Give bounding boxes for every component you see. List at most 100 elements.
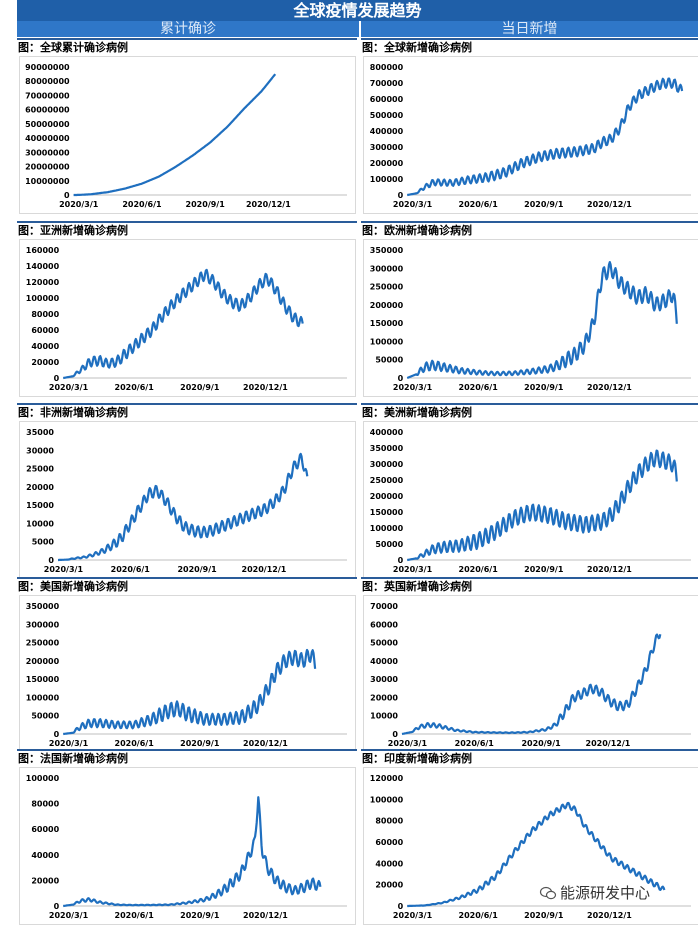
x-tick-label: 2020/12/1 [586, 739, 631, 748]
x-tick-label: 2020/6/1 [122, 200, 162, 209]
y-tick-label: 20000 [370, 693, 398, 702]
y-tick-label: 250000 [370, 283, 404, 292]
y-tick-label: 30000 [370, 675, 398, 684]
y-tick-label: 70000 [370, 602, 398, 611]
chart-title: 图：美洲新增确诊病例 [362, 406, 472, 419]
y-tick-label: 150000 [370, 508, 404, 517]
x-tick-label: 2020/3/1 [49, 383, 89, 392]
y-tick-label: 200000 [370, 492, 404, 501]
y-tick-label: 40000 [31, 342, 59, 351]
y-tick-label: 0 [398, 902, 404, 911]
plot-area: 0 100000 200000 300000 400000 500000 600000 700… [363, 56, 698, 214]
y-tick-label: 0 [398, 191, 404, 200]
x-tick-label: 2020/9/1 [524, 565, 564, 574]
x-tick-label: 2020/6/1 [459, 565, 499, 574]
y-tick-label: 30000000 [25, 148, 70, 157]
chart-c3: 图：亚洲新增确诊病例 0 20000 40000 60000 80000 100000 120… [17, 221, 357, 397]
y-tick-label: 140000 [26, 262, 60, 271]
x-tick-label: 2020/12/1 [587, 911, 632, 920]
x-tick-label: 2020/9/1 [177, 565, 217, 574]
x-tick-label: 2020/12/1 [587, 383, 632, 392]
y-tick-label: 0 [398, 374, 404, 383]
chart-c5: 图：非洲新增确诊病例 0 5000 10000 15000 20000 25000 30000… [17, 403, 357, 579]
y-tick-label: 350000 [370, 444, 404, 453]
y-tick-label: 700000 [370, 79, 404, 88]
column-header-cumulative: 累计确诊 [17, 21, 359, 37]
y-tick-label: 200000 [26, 657, 60, 666]
x-tick-label: 2020/3/1 [393, 200, 433, 209]
y-tick-label: 25000 [26, 465, 54, 474]
y-tick-label: 20000 [26, 483, 54, 492]
y-tick-label: 120000 [370, 774, 404, 783]
y-tick-label: 50000 [370, 639, 398, 648]
y-tick-label: 300000 [370, 264, 404, 273]
y-tick-label: 0 [54, 374, 60, 383]
series-line [73, 73, 277, 197]
chart-title: 图：非洲新增确诊病例 [18, 406, 128, 419]
y-tick-label: 15000 [26, 501, 54, 510]
chart-c1: 图：全球累计确诊病例 0 10000000 20000000 30000000 40000… [17, 38, 357, 214]
plot-area: 0 10000 20000 30000 40000 50000 60000 70000 2020… [363, 595, 698, 753]
plot-area: 0 20000 40000 60000 80000 100000 120000 2020/3/… [363, 767, 698, 925]
y-tick-label: 50000 [375, 356, 403, 365]
y-tick-label: 0 [398, 556, 404, 565]
column-header-daily: 当日新增 [361, 21, 698, 37]
chart-c6: 图：美洲新增确诊病例 0 50000 100000 150000 200000 250000… [361, 403, 698, 579]
series-line [62, 268, 304, 380]
chart-svg: 0 10000000 20000000 30000000 40000000 5000000… [25, 63, 347, 209]
chart-svg: 0 20000 40000 60000 80000 100000 120000 2020/3/… [370, 774, 691, 920]
y-tick-label: 90000000 [25, 63, 70, 72]
x-tick-label: 2020/9/1 [180, 911, 220, 920]
chart-c7: 图：美国新增确诊病例 0 50000 100000 150000 200000 250000… [17, 577, 357, 753]
y-tick-label: 50000 [31, 712, 59, 721]
y-tick-label: 100000 [26, 774, 60, 783]
y-tick-label: 250000 [370, 476, 404, 485]
chart-svg: 0 100000 200000 300000 400000 500000 600000 700… [370, 63, 691, 209]
x-tick-label: 2020/12/1 [243, 383, 288, 392]
y-tick-label: 350000 [370, 246, 404, 255]
plot-area: 0 20000 40000 60000 80000 100000 2020/3/1 2020/… [19, 767, 356, 925]
chart-svg: 0 50000 100000 150000 200000 250000 300000 3500… [370, 246, 691, 392]
chart-svg: 0 20000 40000 60000 80000 100000 120000 140000 1… [26, 246, 347, 392]
y-tick-label: 50000000 [25, 120, 70, 129]
y-tick-label: 150000 [370, 319, 404, 328]
x-tick-label: 2020/3/1 [49, 911, 89, 920]
y-tick-label: 600000 [370, 95, 404, 104]
plot-area: 0 10000000 20000000 30000000 40000000 5000000… [19, 56, 356, 214]
chart-svg: 0 20000 40000 60000 80000 100000 2020/3/1 2020/… [26, 774, 347, 920]
x-tick-label: 2020/3/1 [49, 739, 89, 748]
series-line [62, 648, 317, 736]
x-tick-label: 2020/6/1 [459, 911, 499, 920]
y-tick-label: 120000 [26, 278, 60, 287]
x-tick-label: 2020/9/1 [180, 739, 220, 748]
x-tick-label: 2020/12/1 [246, 200, 291, 209]
y-tick-label: 0 [64, 191, 70, 200]
y-tick-label: 100000 [370, 337, 404, 346]
y-tick-label: 50000 [375, 540, 403, 549]
chart-title: 图：全球新增确诊病例 [362, 41, 472, 54]
y-tick-label: 0 [392, 730, 398, 739]
series-line [406, 801, 666, 908]
series-line [401, 633, 662, 736]
y-tick-label: 20000 [375, 881, 403, 890]
y-tick-label: 150000 [26, 675, 60, 684]
x-tick-label: 2020/3/1 [59, 200, 99, 209]
chart-title: 图：英国新增确诊病例 [362, 580, 472, 593]
y-tick-label: 40000000 [25, 134, 70, 143]
page-banner: 全球疫情发展趋势 [17, 0, 698, 21]
y-tick-label: 800000 [370, 63, 404, 72]
series-line [406, 261, 678, 380]
y-tick-label: 400000 [370, 428, 404, 437]
y-tick-label: 300000 [370, 143, 404, 152]
y-tick-label: 80000 [31, 800, 59, 809]
y-tick-label: 100000 [26, 294, 60, 303]
y-tick-label: 350000 [26, 602, 60, 611]
y-tick-label: 40000 [370, 657, 398, 666]
y-tick-label: 100000 [370, 795, 404, 804]
x-tick-label: 2020/3/1 [44, 565, 84, 574]
y-tick-label: 0 [54, 902, 60, 911]
y-tick-label: 500000 [370, 111, 404, 120]
y-tick-label: 70000000 [25, 91, 70, 100]
x-tick-label: 2020/9/1 [524, 911, 564, 920]
chart-title: 图：亚洲新增确诊病例 [18, 224, 128, 237]
